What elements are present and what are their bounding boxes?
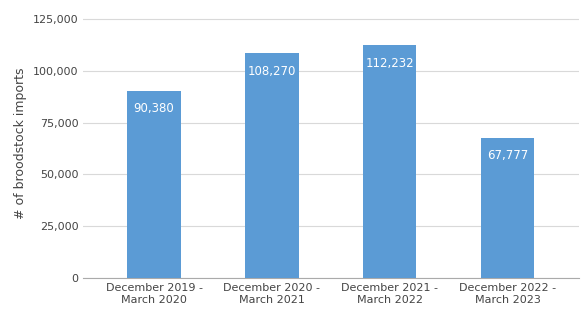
Bar (363, 45, 416, 278)
Text: 67,777: 67,777 (487, 149, 528, 162)
Bar (245, 54, 299, 278)
Bar (481, 137, 534, 278)
Y-axis label: # of broodstock imports: # of broodstock imports (14, 68, 27, 219)
Bar (127, 90, 181, 278)
Text: 90,380: 90,380 (134, 102, 174, 115)
Text: 112,232: 112,232 (366, 57, 414, 69)
Text: 108,270: 108,270 (248, 65, 296, 78)
